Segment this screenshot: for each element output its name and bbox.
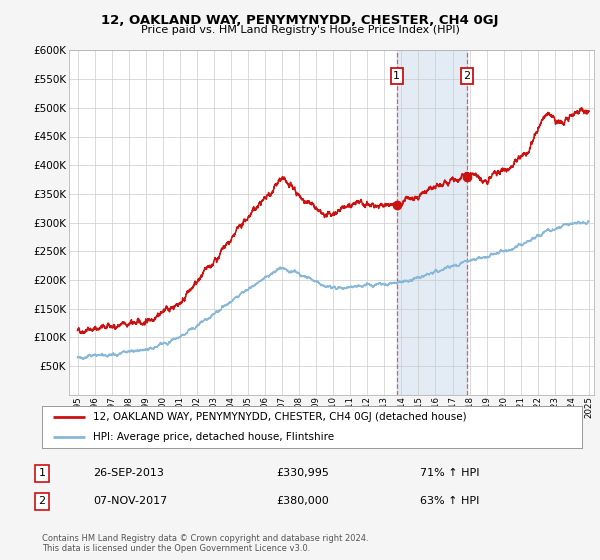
Text: 1: 1	[38, 468, 46, 478]
Text: £330,995: £330,995	[276, 468, 329, 478]
Text: £380,000: £380,000	[276, 496, 329, 506]
Text: Price paid vs. HM Land Registry's House Price Index (HPI): Price paid vs. HM Land Registry's House …	[140, 25, 460, 35]
Text: HPI: Average price, detached house, Flintshire: HPI: Average price, detached house, Flin…	[94, 432, 334, 442]
Text: 26-SEP-2013: 26-SEP-2013	[93, 468, 164, 478]
Text: 1: 1	[393, 71, 400, 81]
Bar	[397, 50, 467, 395]
Text: 2: 2	[463, 71, 470, 81]
Text: 12, OAKLAND WAY, PENYMYNYDD, CHESTER, CH4 0GJ (detached house): 12, OAKLAND WAY, PENYMYNYDD, CHESTER, CH…	[94, 412, 467, 422]
Text: Contains HM Land Registry data © Crown copyright and database right 2024.
This d: Contains HM Land Registry data © Crown c…	[42, 534, 368, 553]
Text: 71% ↑ HPI: 71% ↑ HPI	[420, 468, 479, 478]
Text: 07-NOV-2017: 07-NOV-2017	[93, 496, 167, 506]
Text: 63% ↑ HPI: 63% ↑ HPI	[420, 496, 479, 506]
Text: 12, OAKLAND WAY, PENYMYNYDD, CHESTER, CH4 0GJ: 12, OAKLAND WAY, PENYMYNYDD, CHESTER, CH…	[101, 14, 499, 27]
Text: 2: 2	[38, 496, 46, 506]
